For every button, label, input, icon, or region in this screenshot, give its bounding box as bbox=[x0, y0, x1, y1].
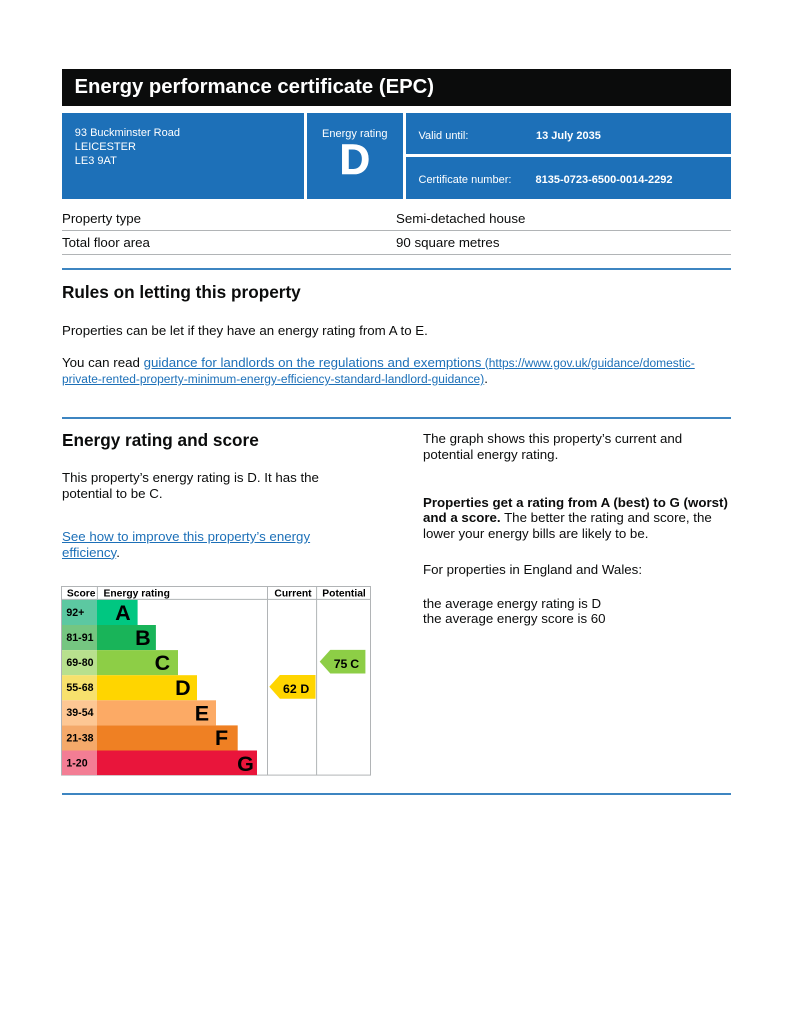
svg-text:Potential: Potential bbox=[322, 589, 366, 600]
svg-text:D: D bbox=[300, 682, 309, 696]
svg-text:39-54: 39-54 bbox=[66, 707, 93, 719]
svg-text:Current: Current bbox=[274, 589, 312, 600]
svg-text:F: F bbox=[215, 726, 228, 750]
svg-text:C: C bbox=[155, 651, 171, 675]
svg-text:69-80: 69-80 bbox=[66, 657, 93, 669]
svg-text:55-68: 55-68 bbox=[66, 682, 93, 694]
svg-text:B: B bbox=[135, 626, 151, 650]
svg-text:E: E bbox=[195, 701, 209, 725]
svg-text:62: 62 bbox=[283, 682, 297, 696]
svg-text:81-91: 81-91 bbox=[66, 632, 93, 644]
svg-text:D: D bbox=[175, 676, 191, 700]
svg-text:G: G bbox=[237, 752, 254, 776]
svg-text:92+: 92+ bbox=[66, 607, 84, 619]
svg-text:1-20: 1-20 bbox=[66, 757, 87, 769]
svg-text:75: 75 bbox=[334, 657, 348, 671]
svg-text:A: A bbox=[115, 601, 131, 625]
svg-text:21-38: 21-38 bbox=[66, 732, 93, 744]
svg-text:Score: Score bbox=[67, 589, 96, 600]
svg-text:Energy rating: Energy rating bbox=[104, 589, 170, 600]
svg-text:C: C bbox=[350, 657, 359, 671]
